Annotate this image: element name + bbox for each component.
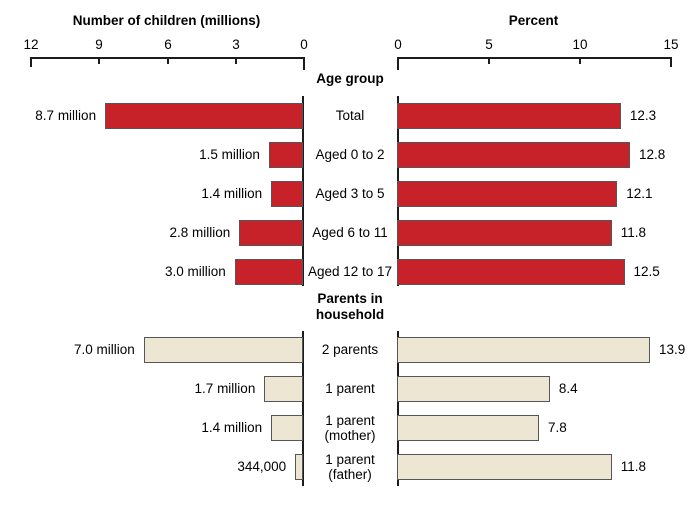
group-header: Parents in household (315, 291, 385, 322)
children-value-label: 3.0 million (164, 264, 226, 279)
percent-bar (397, 454, 612, 480)
children-bar (105, 103, 303, 129)
row-label: Total (335, 108, 365, 124)
children-value-label: 1.4 million (201, 420, 263, 435)
row-label: 1 parent (father) (325, 451, 375, 483)
children-bar (271, 181, 303, 207)
children-axis-tick (30, 59, 32, 67)
percent-value-label: 7.8 (547, 420, 567, 435)
children-baseline (302, 96, 304, 286)
percent-axis-line (397, 57, 672, 59)
children-axis-tick-label: 12 (23, 37, 39, 52)
children-axis-tick (303, 59, 305, 70)
percent-bar (397, 142, 630, 168)
group-header: Age group (316, 71, 384, 86)
percent-axis-tick-label: 15 (663, 37, 679, 52)
row-label: Aged 3 to 5 (315, 186, 385, 202)
children-bar (268, 142, 303, 168)
children-baseline (302, 331, 304, 486)
children-bar (295, 454, 303, 480)
row-label: 2 parents (321, 342, 379, 358)
children-axis-tick-label: 9 (95, 37, 103, 52)
children-axis-tick (235, 59, 237, 64)
children-bar (234, 259, 303, 285)
children-axis-tick-label: 0 (300, 37, 308, 52)
children-axis-tick (98, 59, 100, 64)
percent-axis-tick-label: 5 (485, 37, 493, 52)
children-value-label: 344,000 (237, 459, 287, 474)
percent-value-label: 12.8 (638, 147, 666, 162)
children-value-label: 1.4 million (201, 186, 263, 201)
row-label: Aged 12 to 17 (307, 264, 393, 280)
percent-axis-tick (397, 59, 399, 70)
children-bar (143, 337, 303, 363)
percent-baseline (397, 331, 399, 486)
percent-axis-tick (579, 59, 581, 64)
percent-bar (397, 415, 539, 441)
children-value-label: 7.0 million (73, 342, 135, 357)
children-axis-tick (167, 59, 169, 64)
right-axis-title: Percent (508, 13, 559, 28)
percent-bar (397, 220, 612, 246)
row-label: 1 parent (325, 381, 375, 397)
percent-value-label: 12.1 (626, 186, 653, 201)
percent-value-label: 8.4 (558, 381, 578, 396)
percent-bar (397, 181, 618, 207)
percent-bar (397, 259, 625, 285)
children-axis-tick-label: 6 (164, 37, 172, 52)
percent-value-label: 12.3 (629, 108, 657, 123)
percent-value-label: 11.8 (620, 225, 647, 240)
percent-bar (397, 376, 550, 402)
row-label: Aged 0 to 2 (315, 147, 385, 163)
children-bar (239, 220, 303, 246)
percent-value-label: 13.9 (658, 342, 686, 357)
percent-bar (397, 103, 621, 129)
children-value-label: 8.7 million (35, 108, 97, 123)
left-axis-title: Number of children (millions) (72, 13, 261, 28)
children-axis-tick-label: 3 (232, 37, 240, 52)
children-value-label: 1.5 million (199, 147, 260, 162)
children-value-label: 1.7 million (194, 381, 256, 396)
row-label: Aged 6 to 11 (312, 225, 388, 241)
children-axis-line (30, 57, 305, 59)
percent-axis-tick-label: 0 (394, 37, 402, 52)
children-bar (271, 415, 303, 441)
percent-axis-tick (488, 59, 490, 64)
percent-bar (397, 337, 650, 363)
percent-value-label: 12.5 (633, 264, 660, 279)
percent-axis-tick (670, 59, 672, 67)
children-bar (264, 376, 303, 402)
percent-value-label: 11.8 (620, 459, 647, 474)
row-label: 1 parent (mother) (324, 412, 376, 444)
percent-axis-tick-label: 10 (572, 37, 588, 52)
children-value-label: 2.8 million (169, 225, 231, 240)
